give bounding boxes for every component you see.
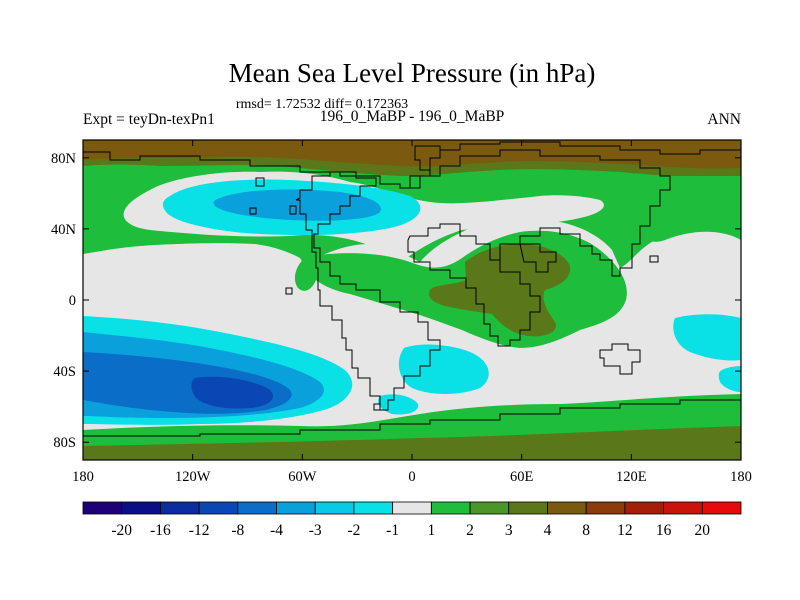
colorbar-swatch — [508, 501, 548, 515]
coast-greenland — [414, 145, 441, 171]
colorbar-swatch — [198, 501, 239, 515]
colorbar-swatch — [160, 501, 200, 515]
colorbar-swatch — [701, 501, 742, 515]
coast-island4 — [285, 287, 293, 295]
contour-satl-cyan — [398, 344, 489, 394]
colorbar-label: -3 — [309, 522, 322, 539]
colorbar-swatch — [547, 501, 587, 515]
colorbar-label: 12 — [617, 522, 633, 539]
colorbar-label: 16 — [656, 522, 672, 539]
coast-island2 — [289, 205, 297, 215]
y-tick-label: 80S — [53, 435, 76, 451]
coast-island5 — [649, 255, 659, 263]
colorbar-swatch — [314, 501, 355, 515]
y-axis: 80N 40N 0 40S 80S — [51, 151, 741, 451]
contour-se-cyan2 — [718, 366, 741, 392]
colorbar-swatch — [276, 501, 316, 515]
contour-ne-green — [625, 176, 741, 242]
x-tick-label: 180 — [730, 469, 752, 485]
colorbar: -20 -16 -12 -8 -4 -3 -2 -1 1 2 3 4 8 12 16 20 — [82, 501, 742, 539]
coast-north — [83, 141, 741, 189]
colorbar-label: -12 — [189, 522, 210, 539]
coast-island3 — [249, 207, 257, 215]
contour-africa-olive — [428, 244, 571, 337]
y-tick-label: 40N — [51, 222, 77, 238]
coast-arabia — [519, 243, 557, 273]
stats-line: rmsd= 1.72532 diff= 0.172363 — [236, 97, 408, 112]
right-label: ANN — [707, 111, 741, 128]
coast-antarctica — [83, 399, 741, 437]
colorbar-swatch — [121, 501, 161, 515]
colorbar-label: 1 — [427, 522, 435, 539]
x-tick-label: 120E — [616, 469, 647, 485]
colorbar-label: -8 — [231, 522, 244, 539]
colorbar-label: 8 — [582, 522, 590, 539]
coast-africa — [407, 223, 541, 347]
contour-field — [83, 140, 741, 460]
colorbar-label: 20 — [695, 522, 711, 539]
contour-se-cyan — [673, 314, 741, 361]
x-tick-label: 60W — [288, 469, 317, 485]
colorbar-swatch — [663, 501, 703, 515]
colorbar-label: -1 — [386, 522, 399, 539]
left-label: Expt = teyDn-texPn1 — [83, 111, 215, 128]
colorbar-swatch — [237, 501, 277, 515]
colorbar-label: -2 — [347, 522, 360, 539]
colorbar-label: 2 — [466, 522, 474, 539]
chart-title: Mean Sea Level Pressure (in hPa) — [229, 58, 596, 88]
colorbar-swatch — [585, 501, 626, 515]
colorbar-label: 4 — [544, 522, 552, 539]
coast-island1 — [255, 177, 265, 187]
colorbar-swatch — [430, 501, 471, 515]
coast-americas — [295, 171, 441, 411]
x-tick-label: 0 — [408, 469, 415, 485]
colorbar-swatch — [469, 501, 510, 515]
colorbar-swatch — [82, 501, 123, 515]
colorbar-label: -4 — [270, 522, 283, 539]
colorbar-swatch — [392, 501, 432, 515]
y-tick-label: 40S — [53, 364, 76, 380]
contour-npac-blue — [213, 189, 381, 221]
x-tick-label: 120W — [175, 469, 211, 485]
contour-sam-green — [294, 258, 318, 291]
x-axis: 180 120W 60W 0 60E 120E 180 — [72, 140, 752, 485]
contour-spac-blue3 — [191, 376, 274, 409]
colorbar-label: -16 — [150, 522, 171, 539]
y-tick-label: 80N — [51, 151, 77, 167]
y-tick-label: 0 — [69, 293, 76, 309]
contour-north-brown — [83, 140, 741, 169]
colorbar-swatch — [624, 501, 664, 515]
center-label: 196_0_MaBP - 196_0_MaBP — [320, 108, 505, 125]
colorbar-swatch — [353, 501, 394, 515]
x-tick-label: 180 — [72, 469, 94, 485]
coast-island6 — [373, 403, 381, 411]
contour-south-olive — [83, 426, 741, 460]
colorbar-label: 3 — [505, 522, 513, 539]
coastlines — [83, 141, 741, 437]
coast-australia — [599, 343, 641, 375]
colorbar-label: -20 — [111, 522, 132, 539]
coast-eurasia — [410, 149, 671, 277]
x-tick-label: 60E — [510, 469, 534, 485]
